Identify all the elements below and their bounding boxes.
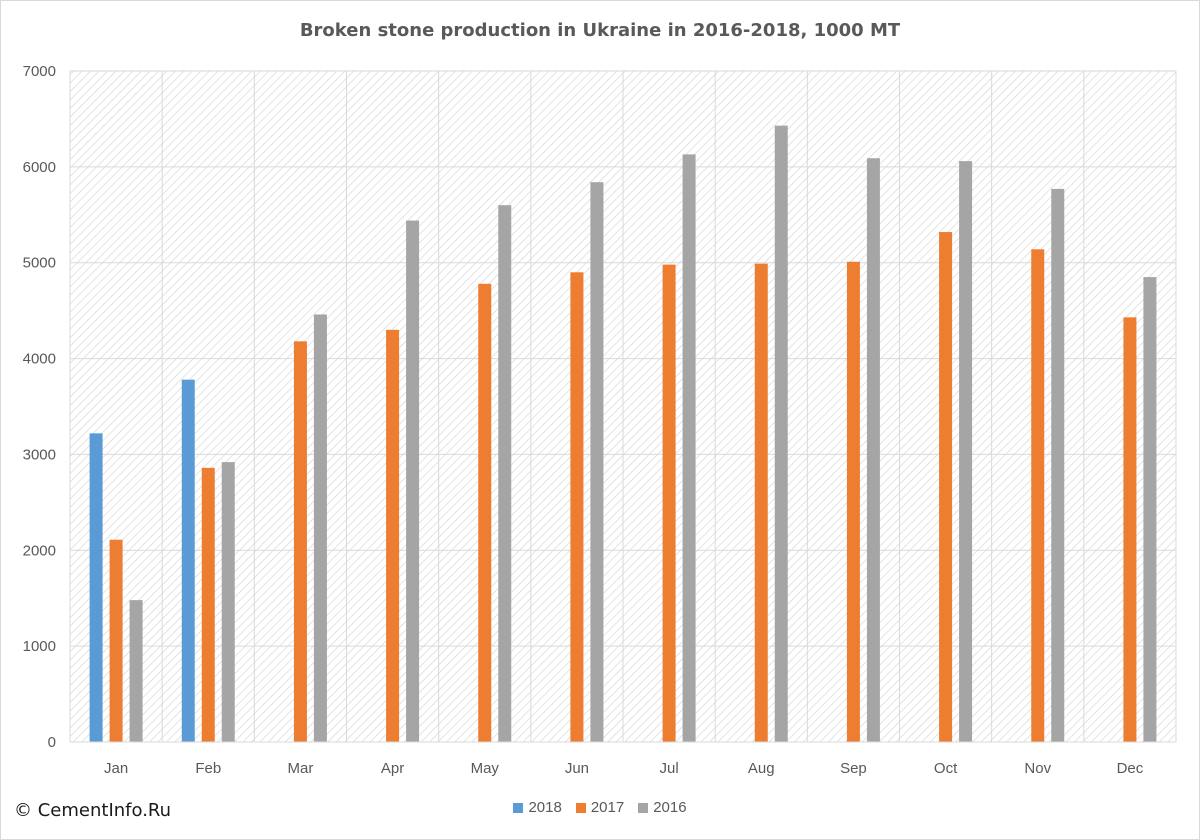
bar-2016-oct xyxy=(959,161,973,742)
y-tick-label: 0 xyxy=(48,734,56,751)
bar-2016-sep xyxy=(866,158,880,743)
x-tick-label: Feb xyxy=(195,760,221,777)
x-tick-label: Dec xyxy=(1117,760,1144,777)
y-tick-label: 2000 xyxy=(23,542,56,559)
bar-2017-dec xyxy=(1123,317,1137,742)
bar-2017-may xyxy=(478,283,492,742)
chart-legend: 2018 2017 2016 xyxy=(0,799,1200,816)
bar-2018-jan xyxy=(89,433,103,742)
x-tick-label: May xyxy=(471,760,500,777)
y-tick-label: 7000 xyxy=(23,63,56,80)
bar-2017-aug xyxy=(754,263,768,742)
legend-label: 2018 xyxy=(528,799,562,816)
bar-2017-sep xyxy=(846,261,860,742)
legend-label: 2017 xyxy=(590,799,625,816)
bar-2017-feb xyxy=(201,467,215,742)
bar-2016-dec xyxy=(1143,277,1157,742)
bar-2017-jun xyxy=(570,272,584,742)
legend-swatch xyxy=(513,802,524,813)
legend-item-2018: 2018 xyxy=(513,799,562,816)
bar-2016-aug xyxy=(774,125,788,743)
bar-2016-nov xyxy=(1051,188,1065,742)
copyright-text: © CementInfo.Ru xyxy=(14,800,172,821)
x-tick-label: Nov xyxy=(1024,760,1051,777)
bar-2016-mar xyxy=(313,314,327,742)
bar-2017-mar xyxy=(293,341,307,742)
bar-2016-apr xyxy=(406,220,420,743)
y-tick-label: 3000 xyxy=(23,446,56,463)
bar-2016-feb xyxy=(221,462,235,742)
x-tick-label: Jul xyxy=(659,760,678,777)
x-tick-label: Oct xyxy=(934,760,958,777)
legend-item-2017: 2017 xyxy=(575,799,625,816)
bar-2016-jun xyxy=(590,182,604,743)
bar-2017-apr xyxy=(386,329,400,742)
y-tick-label: 1000 xyxy=(23,638,56,655)
x-tick-label: Jun xyxy=(565,760,589,777)
bar-2017-jan xyxy=(109,539,123,742)
legend-swatch xyxy=(575,802,586,813)
x-tick-label: Jan xyxy=(104,760,128,777)
y-tick-label: 6000 xyxy=(23,159,56,176)
bar-2016-jan xyxy=(129,600,143,742)
bar-2017-oct xyxy=(939,232,953,743)
y-tick-label: 4000 xyxy=(23,351,56,368)
bar-2018-feb xyxy=(181,379,195,742)
legend-item-2016: 2016 xyxy=(638,799,687,816)
chart-title: Broken stone production in Ukraine in 20… xyxy=(299,20,901,41)
x-tick-label: Aug xyxy=(748,760,775,777)
legend-swatch xyxy=(638,802,649,813)
x-tick-label: Sep xyxy=(840,760,867,777)
x-tick-label: Mar xyxy=(287,760,313,777)
y-tick-label: 5000 xyxy=(23,255,56,272)
bar-2017-jul xyxy=(662,264,676,742)
bar-2017-nov xyxy=(1031,249,1045,742)
bar-2016-may xyxy=(498,205,512,742)
legend-label: 2016 xyxy=(653,799,687,816)
x-tick-label: Apr xyxy=(381,760,404,777)
bar-2016-jul xyxy=(682,154,696,742)
